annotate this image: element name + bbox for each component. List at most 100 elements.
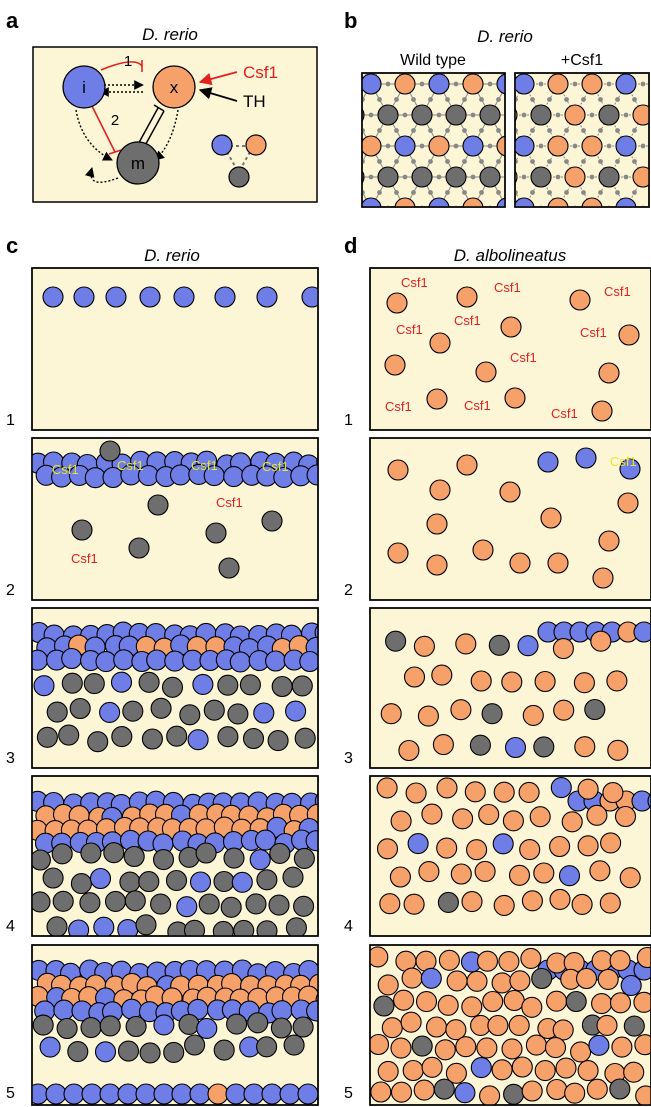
lattice-edge <box>490 208 507 239</box>
iridophore-cell <box>394 135 416 157</box>
lattice-edge <box>541 208 558 239</box>
lattice-junction <box>598 159 603 164</box>
iridophore-cell <box>153 1014 175 1036</box>
melanophore-cell <box>378 229 398 249</box>
melanophore-cell <box>217 674 239 696</box>
lattice-junction <box>530 128 535 133</box>
xanthophore-cell <box>425 1016 448 1038</box>
lattice-junction <box>411 97 416 102</box>
lattice-junction <box>403 237 408 242</box>
panel-d-title: D. albolineatus <box>454 246 567 265</box>
melanophore-cell <box>103 842 125 864</box>
lattice-junction <box>377 128 382 133</box>
xanthophore-cell <box>421 1056 443 1078</box>
lattice-junction <box>428 159 433 164</box>
xanthophore-cell <box>617 492 639 514</box>
xanthophore-cell <box>482 990 504 1013</box>
edge-x-m-bar2 <box>153 104 165 112</box>
iridophore-cell <box>68 919 90 936</box>
iridophore-cell <box>105 286 127 308</box>
xanthophore-cell <box>426 513 448 535</box>
lattice-junction <box>615 128 620 133</box>
iridophore-cell <box>316 456 318 468</box>
melanophore-cell <box>531 967 553 990</box>
xanthophore-cell <box>606 670 628 692</box>
iridophore-cell <box>496 73 505 95</box>
xanthophore-cell <box>478 803 500 826</box>
xanthophore-cell <box>521 996 543 1018</box>
edge-2-label: 2 <box>111 112 119 129</box>
melanophore-cell <box>178 1013 200 1035</box>
iridophore-cell <box>588 1034 610 1056</box>
iridophore-cell <box>428 197 450 207</box>
xanthophore-cell <box>552 1019 574 1041</box>
iridophore-cell <box>53 999 75 1021</box>
lattice-edge <box>490 208 507 239</box>
lattice-junction <box>411 159 416 164</box>
xanthophore-cell <box>564 166 586 188</box>
stage-label: 3 <box>344 750 353 767</box>
xanthophore-cell <box>547 135 569 157</box>
melanophore-cell <box>36 726 58 748</box>
lattice-junction <box>453 143 459 149</box>
xanthophore-cell <box>636 946 651 969</box>
lattice-junction <box>462 190 467 195</box>
xanthophore-cell <box>381 1017 403 1039</box>
melanophore-cell <box>271 675 293 698</box>
iridophore-cell <box>171 1083 193 1105</box>
lattice-junction <box>377 159 382 164</box>
lattice-junction <box>479 128 484 133</box>
xanthophore-cell <box>452 808 474 830</box>
xanthophore-cell <box>401 967 423 989</box>
iridophore-cell <box>537 451 559 473</box>
xanthophore-cell <box>437 994 459 1016</box>
xanthophore-cell <box>632 104 649 126</box>
xanthophore-cell <box>487 1014 509 1037</box>
iridophore-cell <box>243 1083 265 1105</box>
lattice-junction <box>564 97 569 102</box>
lattice-edge <box>439 208 456 239</box>
melanophore-cell <box>223 847 245 869</box>
lattice-junction <box>436 112 442 118</box>
xanthophore-cell <box>607 739 629 761</box>
csf1-label: Csf1 <box>117 458 144 473</box>
iridophore-cell <box>32 649 49 671</box>
melanophore-cell <box>481 703 503 725</box>
lattice-junction <box>632 159 637 164</box>
lattice-junction <box>547 190 552 195</box>
melanophore-cell <box>377 166 399 188</box>
xanthophore-cell <box>491 972 513 994</box>
lattice-junction <box>377 66 382 71</box>
iridophore-cell <box>42 286 64 308</box>
xanthophore-cell <box>500 316 522 338</box>
melanophore-cell <box>479 166 501 188</box>
melanophore-cell <box>51 843 73 865</box>
lattice-junction <box>615 221 620 226</box>
iridophore-cell <box>189 1083 211 1105</box>
iridophore-cell <box>615 197 637 207</box>
xanthophore-cell <box>493 894 515 916</box>
melanophore-cell <box>256 1036 278 1058</box>
xanthophore-cell <box>370 946 389 968</box>
iridophore-cell <box>256 286 278 308</box>
csf1-label: Csf1 <box>216 495 243 510</box>
xanthophore-cell <box>470 670 492 692</box>
lattice-junction <box>496 97 501 102</box>
melanophore-cell <box>213 870 235 893</box>
lattice-edge <box>388 208 405 239</box>
lattice-junction <box>343 159 348 164</box>
xanthophore-cell <box>415 991 438 1013</box>
panel-c: c D. rerio Csf1 Csf1 Csf1 Csf1 Csf1 Csf1… <box>6 233 319 1106</box>
iridophore-cell <box>407 833 429 855</box>
xanthophore-cell <box>362 135 382 157</box>
melanophore-cell <box>480 43 500 63</box>
iridophore-cell <box>81 1083 103 1105</box>
melanophore-cell <box>99 440 121 462</box>
xanthophore-cell <box>529 806 551 828</box>
melanophore-cell <box>141 728 163 750</box>
xanthophore-cell <box>614 805 637 828</box>
csf1-label: Csf1 <box>510 350 537 365</box>
lattice-junction <box>445 97 450 102</box>
xanthophore-cell <box>609 992 632 1014</box>
